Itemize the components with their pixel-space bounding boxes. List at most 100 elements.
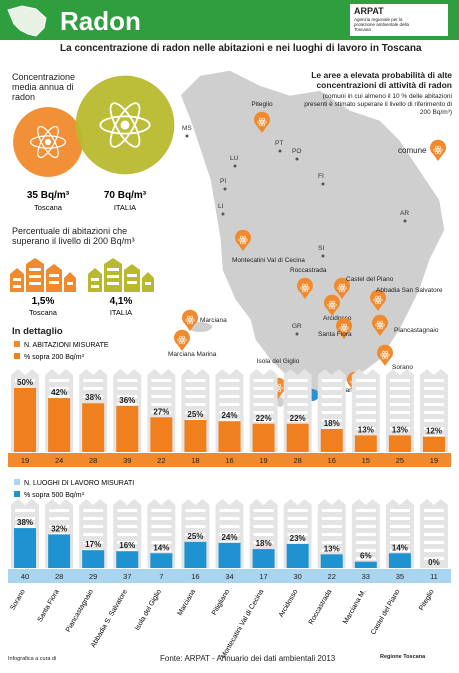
concentration-label: ITALIA [114, 203, 136, 212]
count-label: 18 [191, 456, 199, 465]
house-window [91, 278, 99, 281]
building-window [355, 395, 376, 398]
building-window [321, 525, 342, 528]
building-window [355, 379, 376, 382]
comune-label: Montecatini Val di Cecina [232, 257, 305, 264]
bar [388, 553, 411, 568]
building-window [355, 557, 376, 560]
value-label: 13% [392, 425, 408, 434]
atom-icon [327, 303, 337, 307]
value-label: 50% [17, 378, 33, 387]
comune-label: Santa Fiora [318, 331, 352, 338]
building-window [253, 419, 274, 422]
value-label: 25% [187, 532, 203, 541]
title: Radon [60, 6, 141, 36]
value-label: 0% [428, 558, 440, 567]
building-window [423, 549, 444, 552]
building-window [389, 419, 410, 422]
count-label: 39 [123, 456, 131, 465]
building-window [253, 379, 274, 382]
building-window [423, 427, 444, 430]
count-label: 11 [430, 572, 438, 581]
building-window [389, 387, 410, 390]
building-window [321, 427, 342, 430]
building-window [389, 533, 410, 536]
building-window [321, 419, 342, 422]
bar [48, 534, 71, 568]
building-window [185, 411, 206, 414]
value-label: 23% [290, 534, 306, 543]
building-window [423, 517, 444, 520]
building-window [219, 395, 240, 398]
building-window [83, 379, 104, 382]
building-window [287, 395, 308, 398]
atom-icon [377, 320, 383, 330]
count-label: 29 [89, 572, 97, 581]
value-label: 6% [360, 552, 372, 561]
map-tuscany [179, 69, 446, 401]
value-label: 24% [221, 411, 237, 420]
house-window [29, 275, 41, 278]
logo: ARPAT [354, 6, 384, 16]
atom-icon [435, 145, 441, 155]
value-label: 24% [221, 533, 237, 542]
atom-icon [189, 319, 191, 321]
building-window [389, 525, 410, 528]
comune-label: Roccastrada [290, 267, 327, 274]
building-window [321, 403, 342, 406]
atom-icon [341, 323, 347, 333]
building-window [185, 509, 206, 512]
province-label: GR [292, 323, 302, 330]
bar [14, 528, 37, 568]
atom-icon [300, 286, 310, 290]
value-label: 16% [119, 541, 135, 550]
legend-swatch [14, 479, 20, 485]
building-window [151, 541, 172, 544]
building-window [355, 403, 376, 406]
atom-icon [375, 295, 381, 305]
count-label: 17 [259, 572, 267, 581]
bar [48, 398, 71, 452]
building-window [151, 525, 172, 528]
building-window [321, 395, 342, 398]
count-label: 19 [259, 456, 267, 465]
building-window [151, 387, 172, 390]
building-window [117, 525, 138, 528]
atom-icon [181, 339, 183, 341]
atom-icon [435, 145, 441, 155]
building-window [389, 517, 410, 520]
count-label: 19 [21, 456, 29, 465]
comune-label: Castel del Piano [346, 276, 394, 283]
atom-icon [37, 125, 59, 159]
building-window [321, 387, 342, 390]
building-window [83, 395, 104, 398]
atom-icon [377, 320, 383, 330]
building-window [15, 379, 36, 382]
building-window [151, 379, 172, 382]
building-window [185, 403, 206, 406]
building-window [321, 533, 342, 536]
building-window [185, 533, 206, 536]
building-window [219, 387, 240, 390]
atom-icon [120, 120, 130, 130]
house-window [107, 268, 119, 271]
building-window [321, 379, 342, 382]
house-window [49, 281, 59, 284]
building-window [49, 379, 70, 382]
building-window [219, 419, 240, 422]
building-window [83, 517, 104, 520]
building-window [389, 541, 410, 544]
province-dot [233, 164, 237, 168]
building-window [151, 509, 172, 512]
comune-label: Marciana [200, 317, 227, 324]
house-window [107, 282, 119, 285]
header-icon [7, 5, 47, 37]
building-window [219, 379, 240, 382]
building-window [423, 435, 444, 438]
building-window [355, 517, 376, 520]
value-label: 13% [358, 425, 374, 434]
bar [252, 423, 275, 452]
bar [14, 387, 37, 452]
building-window [49, 509, 70, 512]
legend-swatch [14, 491, 20, 497]
